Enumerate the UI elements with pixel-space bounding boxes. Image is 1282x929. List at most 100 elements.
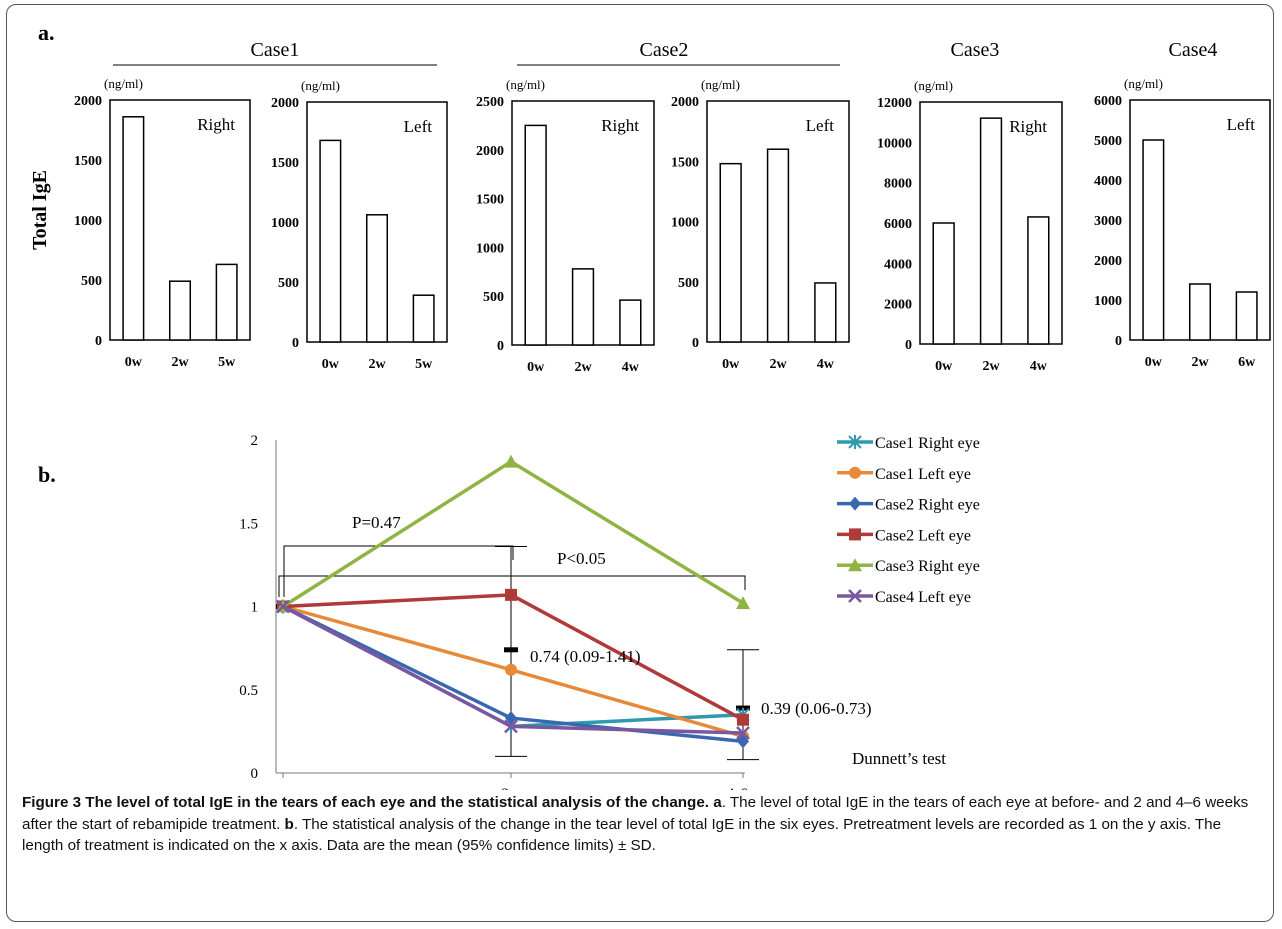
bar bbox=[1142, 139, 1165, 341]
data-point bbox=[505, 663, 517, 676]
x-tick-label: 2w bbox=[368, 357, 386, 372]
y-tick-label: 0 bbox=[292, 336, 299, 351]
y-tick-label: 0 bbox=[905, 338, 912, 353]
bracket-p2 bbox=[278, 575, 746, 597]
y-tick-label: 0 bbox=[497, 339, 504, 354]
y-tick-label: 8000 bbox=[884, 177, 912, 192]
legend-item: Case3 Right eye bbox=[837, 558, 980, 575]
data-point bbox=[276, 599, 290, 614]
bar-panel-case2-left: (ng/ml) Left 0 500 1000 1500 2000 0w 2w 4w bbox=[671, 77, 850, 372]
bar bbox=[932, 222, 955, 345]
bar-panel-case2-right: (ng/ml) Right 0 500 1000 1500 2000 2500 0w 2w 4w bbox=[476, 77, 655, 375]
y-tick-label: 500 bbox=[81, 274, 102, 289]
y-tick-label: 500 bbox=[678, 276, 699, 291]
bracket-p1 bbox=[283, 545, 514, 597]
y-tick-label: 6000 bbox=[884, 217, 912, 232]
caption-a-label: a bbox=[713, 794, 722, 811]
case1-header: Case1 bbox=[251, 39, 300, 61]
figure-canvas: a. Total IgE Case1 Case2 Case3 Case4 (ng… bbox=[29, 20, 1271, 790]
eye-label: Right bbox=[1009, 117, 1047, 136]
y-tick-label: 2000 bbox=[74, 94, 102, 109]
y-tick-label: 1500 bbox=[271, 156, 299, 171]
y-tick-label: 2000 bbox=[476, 144, 504, 159]
y-tick-label: 4000 bbox=[884, 257, 912, 272]
bar-panel-case4-left: (ng/ml) Left 0 1000 2000 3000 4000 5000 6000 0w 2w… bbox=[1094, 76, 1271, 370]
y-tick-label: 1.5 bbox=[239, 516, 258, 532]
eye-label: Right bbox=[197, 115, 235, 134]
bar bbox=[1027, 216, 1050, 345]
bar bbox=[412, 294, 435, 343]
y-tick-label: 5000 bbox=[1094, 134, 1122, 149]
y-tick-label: 3000 bbox=[1094, 214, 1122, 229]
legend-swatch-marker bbox=[848, 558, 862, 572]
mean-marker bbox=[504, 647, 518, 653]
legend-label: Case1 Left eye bbox=[875, 466, 971, 483]
data-point bbox=[737, 713, 749, 726]
x-tick-label: pre bbox=[273, 786, 293, 790]
series-line bbox=[282, 593, 744, 722]
case4-header: Case4 bbox=[1169, 39, 1218, 61]
x-tick-label: 0w bbox=[322, 357, 340, 372]
bar bbox=[719, 162, 742, 343]
x-tick-label: 0w bbox=[527, 360, 545, 375]
legend-swatch-marker bbox=[849, 496, 861, 511]
y-tick-label: 0 bbox=[1115, 334, 1122, 349]
bar bbox=[365, 214, 389, 343]
caption-title: Figure 3 The level of total IgE in the t… bbox=[22, 794, 710, 811]
panel-b-label: b. bbox=[38, 462, 56, 487]
bar-panel-case1-right: (ng/ml) Right 0 500 1000 1500 2000 0w 2w 5w bbox=[74, 76, 251, 370]
legend-label: Case2 Left eye bbox=[875, 527, 971, 544]
x-tick-label: 2w bbox=[171, 355, 189, 370]
x-tick-label: 0w bbox=[125, 355, 143, 370]
y-tick-label: 2000 bbox=[1094, 254, 1122, 269]
x-tick-label: 2w bbox=[769, 357, 787, 372]
y-tick-label: 4000 bbox=[1094, 174, 1122, 189]
legend-item: Case1 Right eye bbox=[837, 435, 980, 452]
bar bbox=[1188, 283, 1212, 341]
caption-b-label: b bbox=[284, 815, 294, 833]
ci-label-2w: 0.74 (0.09-1.41) bbox=[530, 647, 640, 666]
dunnett-test-label: Dunnett’s test bbox=[852, 749, 946, 768]
legend-label: Case1 Right eye bbox=[875, 435, 980, 452]
y-tick-label: 0 bbox=[251, 766, 259, 782]
data-point bbox=[504, 719, 518, 734]
legend-item: Case1 Left eye bbox=[837, 466, 971, 483]
ci-label-4-6w: 0.39 (0.06-0.73) bbox=[761, 699, 871, 718]
data-point bbox=[505, 711, 517, 726]
case3-header: Case3 bbox=[951, 39, 1000, 61]
legend-label: Case2 Right eye bbox=[875, 497, 980, 514]
y-tick-label: 1 bbox=[251, 600, 259, 616]
unit-label: (ng/ml) bbox=[301, 78, 340, 93]
bar bbox=[122, 116, 145, 341]
data-point bbox=[736, 726, 750, 740]
y-tick-label: 0 bbox=[692, 336, 699, 351]
unit-label: (ng/ml) bbox=[914, 78, 953, 93]
y-tick-label: 10000 bbox=[877, 136, 912, 151]
x-tick-label: 5w bbox=[415, 357, 433, 372]
bar bbox=[1235, 291, 1258, 341]
y-tick-label: 2000 bbox=[671, 95, 699, 110]
series-case2-left-eye bbox=[277, 588, 749, 726]
x-tick-label: 2w bbox=[574, 360, 592, 375]
p-value-2: P<0.05 bbox=[557, 549, 606, 568]
panel-a-label: a. bbox=[38, 20, 55, 45]
bar bbox=[571, 268, 595, 346]
unit-label: (ng/ml) bbox=[104, 76, 143, 91]
y-tick-label: 500 bbox=[278, 276, 299, 291]
legend-item: Case2 Left eye bbox=[837, 527, 971, 544]
caption-b-text: . The statistical analysis of the change… bbox=[22, 815, 1222, 855]
bar-panel-case3-right: (ng/ml) Right 0 2000 4000 6000 8000 10000 12000 0… bbox=[877, 78, 1063, 374]
y-tick-label: 2500 bbox=[476, 95, 504, 110]
data-point bbox=[504, 454, 518, 468]
y-tick-label: 500 bbox=[483, 290, 504, 305]
legend-label: Case3 Right eye bbox=[875, 558, 980, 575]
y-tick-label: 2000 bbox=[884, 298, 912, 313]
y-tick-label: 2 bbox=[251, 433, 259, 449]
y-tick-label: 1000 bbox=[271, 216, 299, 231]
figure-frame bbox=[6, 4, 1274, 922]
bar bbox=[168, 280, 192, 341]
legend-item: Case4 Left eye bbox=[837, 589, 971, 606]
y-tick-label: 1000 bbox=[1094, 294, 1122, 309]
y-tick-label: 1000 bbox=[74, 214, 102, 229]
unit-label: (ng/ml) bbox=[506, 77, 545, 92]
